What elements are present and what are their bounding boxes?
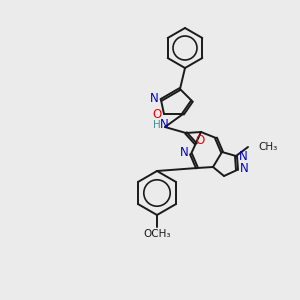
- Text: N: N: [180, 146, 188, 160]
- Text: O: O: [195, 134, 205, 148]
- Text: N: N: [240, 163, 248, 176]
- Text: N: N: [238, 151, 247, 164]
- Text: OCH₃: OCH₃: [143, 229, 171, 239]
- Text: O: O: [152, 109, 162, 122]
- Text: CH₃: CH₃: [258, 142, 277, 152]
- Text: N: N: [150, 92, 158, 106]
- Text: H: H: [153, 120, 161, 130]
- Text: N: N: [160, 118, 168, 131]
